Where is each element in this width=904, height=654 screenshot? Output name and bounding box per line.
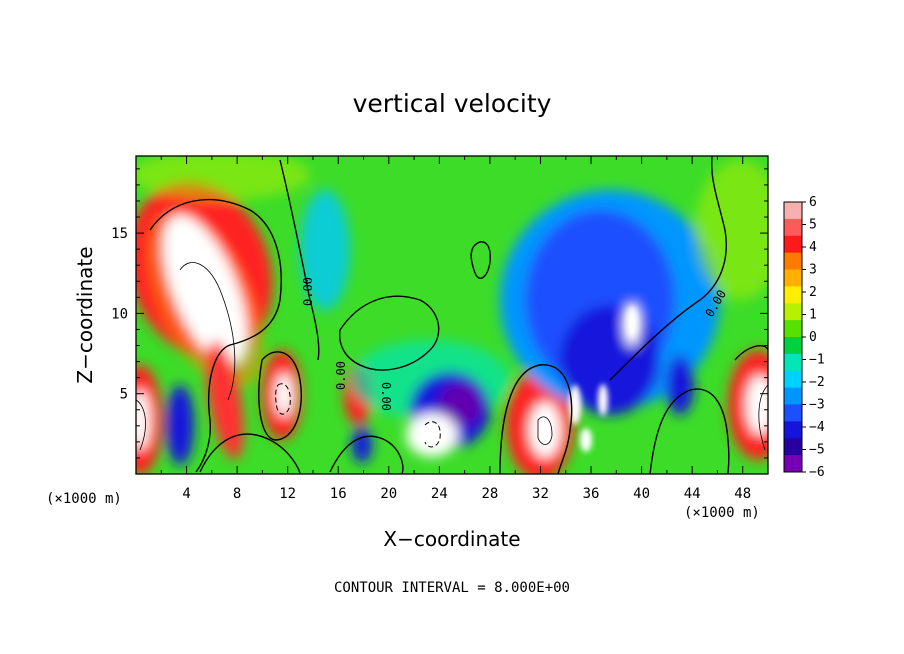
contour-core-x32 [537, 416, 553, 445]
x-tick-label: 28 [481, 486, 498, 502]
colorbar-swatch [784, 218, 802, 237]
x-tick-label: 48 [734, 486, 751, 502]
x-tick-label: 20 [380, 486, 397, 502]
x-tick-label: 36 [583, 486, 600, 502]
y-tick-label: 5 [120, 387, 128, 403]
contour-right-line [609, 156, 727, 381]
updraft-x39-core [627, 306, 637, 338]
colorbar-swatch [784, 202, 802, 220]
x-tick-label: 40 [633, 486, 650, 502]
field-details [569, 306, 637, 452]
y-tick-label: 10 [111, 306, 128, 322]
colorbar-label: 2 [809, 285, 817, 300]
negative-contours [275, 383, 441, 448]
x-tick-label: 44 [684, 486, 701, 502]
upper-right-green [695, 160, 768, 300]
axis-ticks [136, 156, 768, 474]
colorbar-swatch [784, 235, 802, 254]
colorbar-swatch [784, 404, 802, 422]
contour-core-edge-right [758, 384, 768, 451]
downdraft-x4 [166, 385, 194, 465]
colorbar-label: −6 [809, 465, 825, 480]
contour-x28-island [470, 241, 491, 279]
x-unit-label: (×1000 m) [684, 505, 760, 521]
contour-left-lower [199, 433, 301, 474]
z-unit-label: (×1000 m) [46, 491, 122, 507]
contour-label-2: 0.00 [334, 361, 348, 390]
downdraft-x25-core [438, 383, 482, 427]
colorbar: 6 5 4 3 2 1 0 −1 −2 −3 −4 −5 −6 [783, 195, 825, 480]
contour-x12-ring [258, 351, 302, 441]
contour-core-edge-left [136, 399, 146, 451]
updraft-x32-core [529, 402, 561, 458]
contour-dashed-x24 [424, 421, 441, 448]
core-contours [136, 262, 768, 451]
upper-left-green [136, 156, 310, 200]
colorbar-swatch [784, 370, 802, 389]
updraft-left-lower [206, 340, 244, 460]
colorbar-swatch [784, 320, 802, 338]
colorbar-label: 4 [809, 240, 817, 255]
y-tick-label: 15 [111, 226, 128, 242]
colorbar-label: 0 [809, 330, 817, 345]
chart-title: vertical velocity [353, 89, 552, 118]
contour-left-plume [149, 198, 282, 473]
y-axis-label: Z−coordinate [73, 246, 97, 383]
contour-mid-lower [329, 435, 404, 474]
colorbar-label: −1 [809, 353, 825, 368]
colorbar-swatch [784, 303, 802, 321]
x-tick-label: 32 [532, 486, 549, 502]
contour-x30-loop [499, 364, 573, 474]
colorbar-label: 3 [809, 263, 817, 278]
contour-label-3: 0.00 [379, 382, 393, 411]
colorbar-swatch [784, 438, 802, 456]
updraft-x37-streak [598, 384, 608, 416]
colorbar-swatch [784, 387, 802, 405]
x-tick-label: 16 [330, 486, 347, 502]
zero-contours [149, 156, 768, 474]
contour-dashed-x12 [275, 383, 291, 415]
updraft-left-core [162, 214, 248, 366]
updraft-x34-streak [580, 428, 592, 452]
colorbar-swatch [784, 455, 802, 473]
colorbar-swatch [784, 252, 802, 270]
x-axis-label: X−coordinate [383, 527, 520, 551]
colorbar-swatch [784, 286, 802, 304]
edge-left-white [136, 390, 150, 450]
colorbar-label: 5 [809, 218, 817, 233]
contour-right-lower [649, 388, 730, 474]
colorbar-label: 6 [809, 195, 817, 210]
plot-frame [135, 155, 769, 475]
contour-label-1: 0.00 [301, 277, 315, 306]
x-tick-label: 12 [279, 486, 296, 502]
colorbar-label: −2 [809, 375, 825, 390]
edge-right-white [746, 375, 768, 435]
colorbar-label: −3 [809, 398, 825, 413]
downdraft-x17 [352, 427, 372, 463]
colorbar-label: −5 [809, 443, 825, 458]
x-tick-label: 4 [182, 486, 190, 502]
x-tick-label: 8 [233, 486, 241, 502]
colorbar-swatch [784, 269, 802, 287]
x-tick-label: 24 [431, 486, 448, 502]
colorbar-label: 1 [809, 308, 817, 323]
colorbar-label: −4 [809, 420, 825, 435]
field-blobs [136, 156, 768, 474]
colorbar-swatch [784, 337, 802, 355]
colorbar-swatch [784, 421, 802, 439]
colorbar-swatch [784, 353, 802, 372]
updraft-x24 [406, 413, 458, 457]
contour-interval-note: CONTOUR INTERVAL = 8.000E+00 [334, 580, 570, 596]
downdraft-upper-x14 [300, 190, 350, 310]
contour-right-edge [734, 344, 768, 361]
downdraft-x43 [666, 355, 694, 415]
velocity-field: 0.00 0.00 0.00 0.00 [136, 156, 768, 474]
contour-mid-net [338, 295, 440, 371]
contour-core-left [179, 262, 236, 401]
contour-upper-mid [279, 159, 320, 361]
